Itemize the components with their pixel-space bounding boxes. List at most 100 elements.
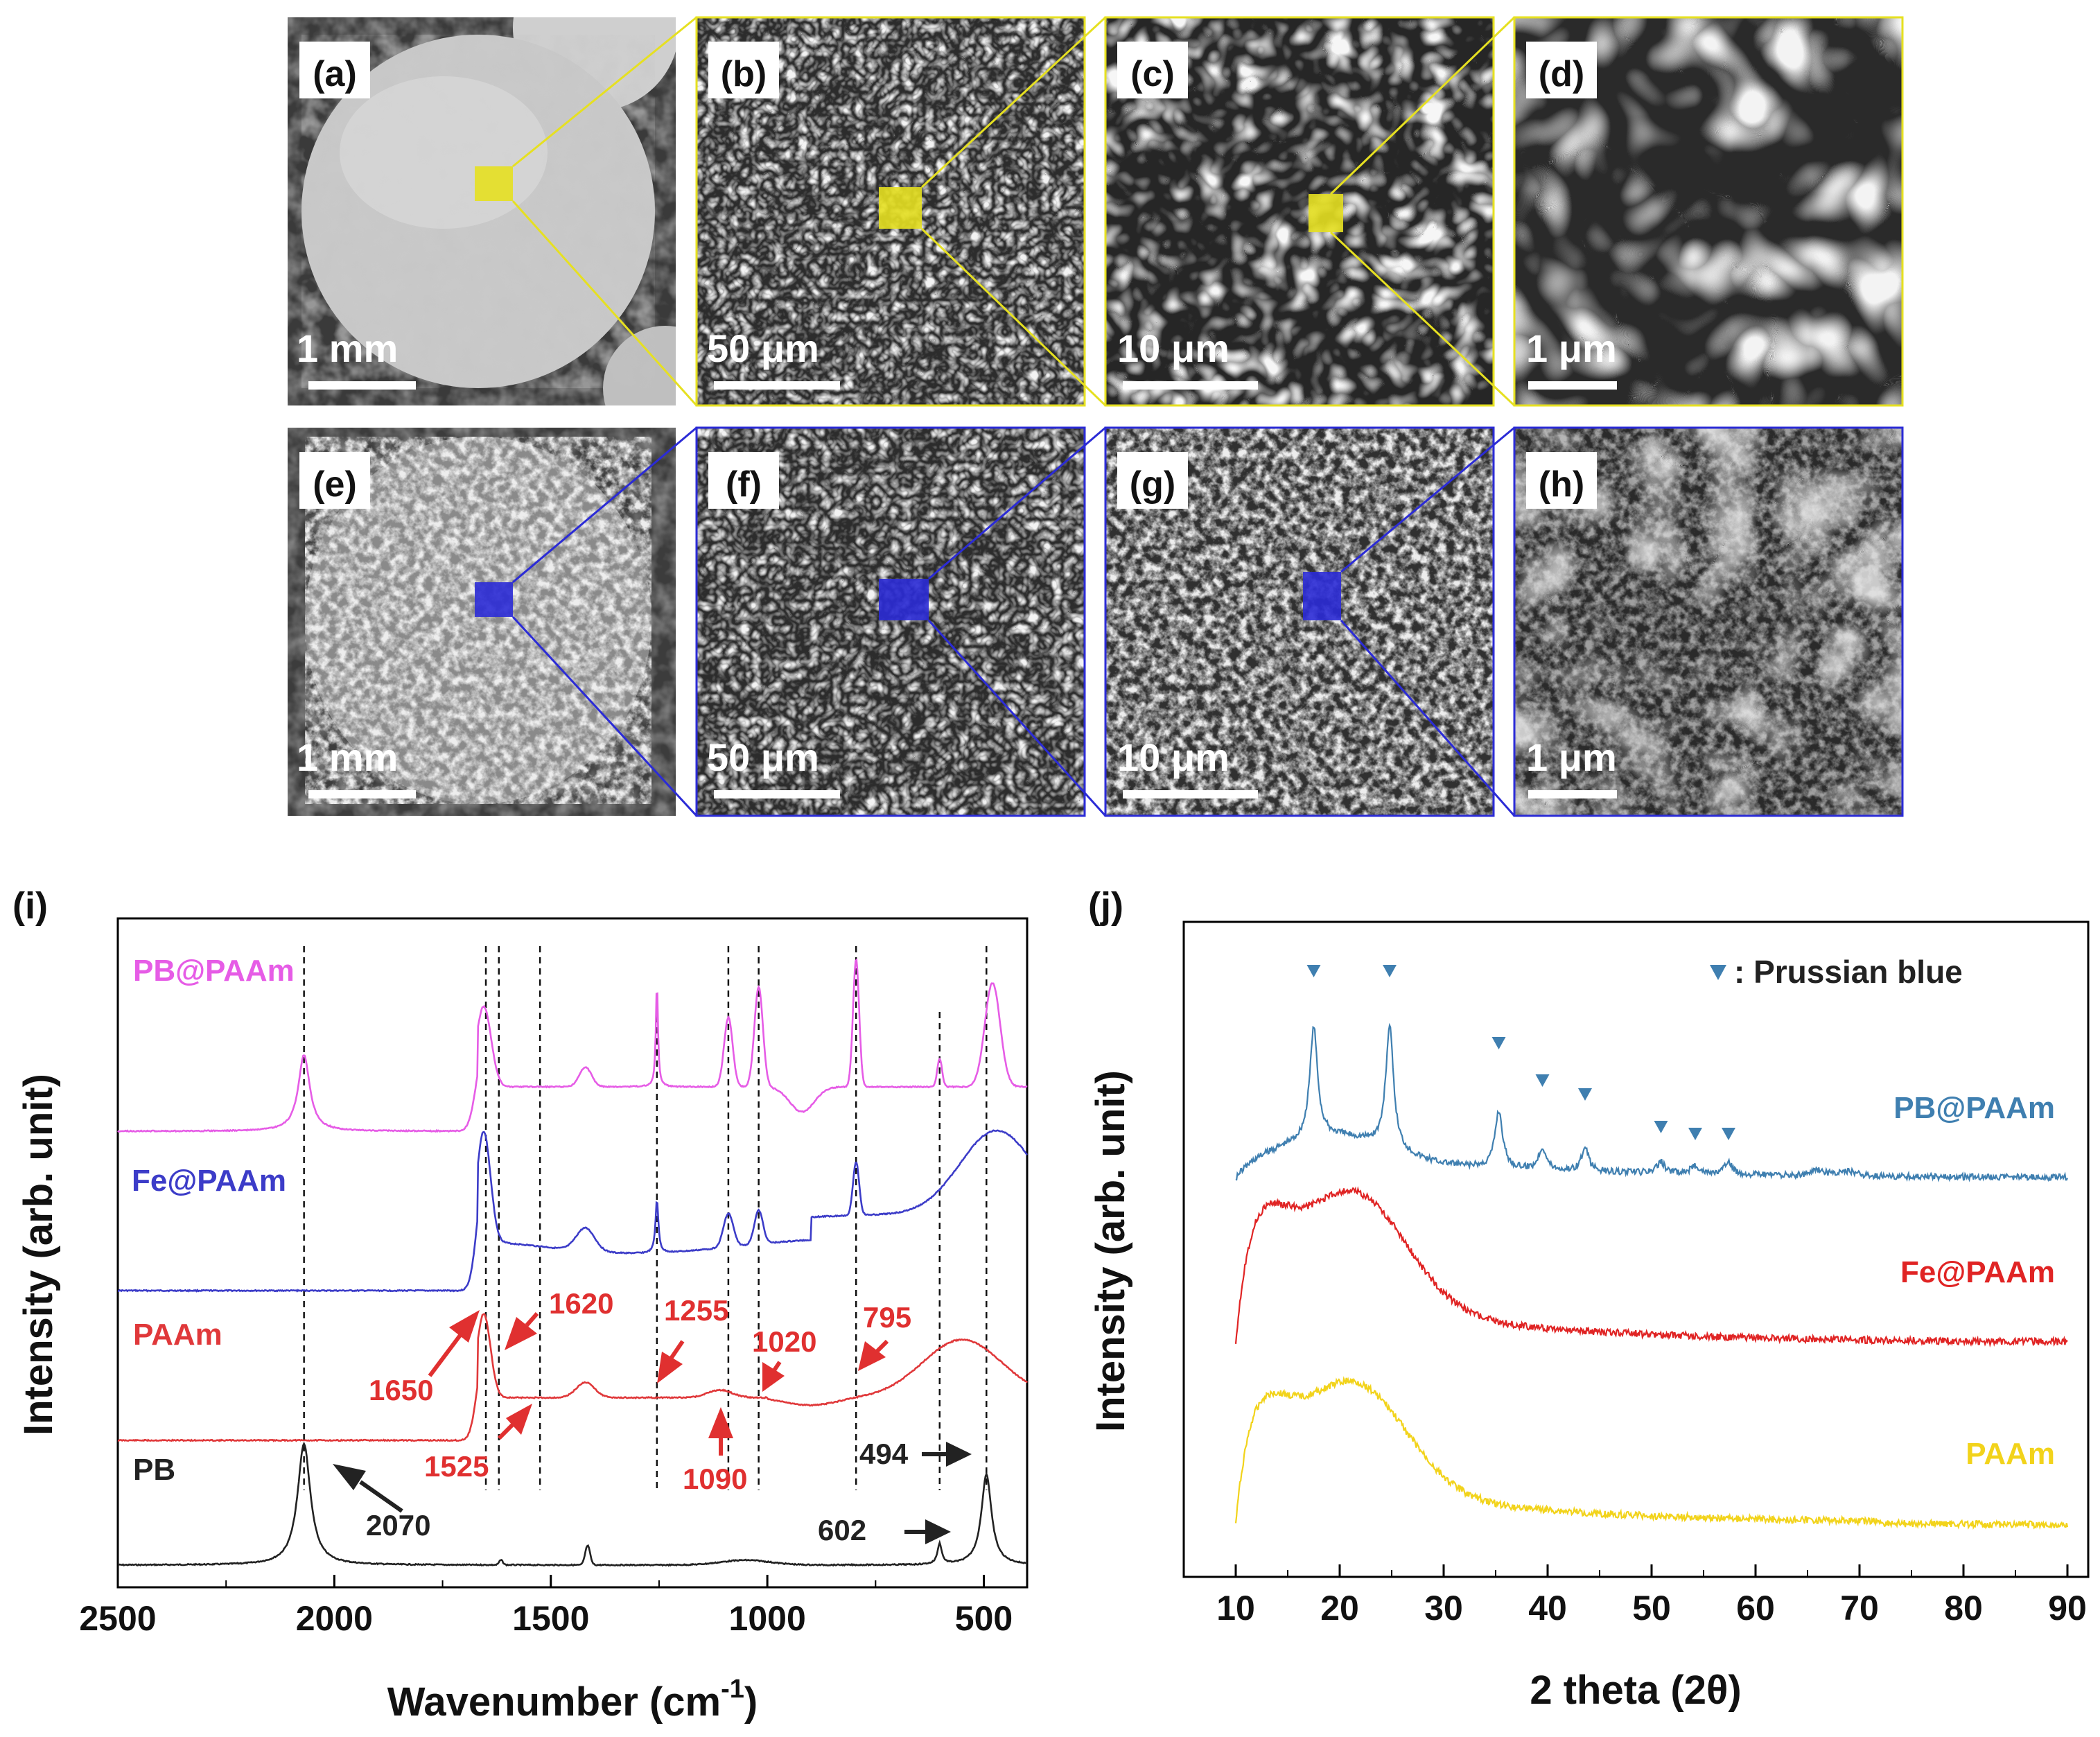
panel-b-annot: (b) 50 μm	[707, 42, 840, 390]
annot-1255: 1255	[657, 1294, 728, 1384]
chart-i-xlabel: Wavenumber (cm-1)	[387, 1675, 758, 1725]
chart-j-frame	[1182, 920, 2090, 1578]
panel-a-annot: (a) 1 mm	[297, 42, 416, 390]
scale-text-f: 50 μm	[707, 735, 819, 779]
annot-1255-text: 1255	[664, 1294, 728, 1327]
scale-text-h: 1 μm	[1526, 735, 1617, 779]
scale-text-d: 1 μm	[1526, 326, 1617, 370]
chart-i-series-label-paam: PAAm	[133, 1318, 222, 1352]
prussian-blue-peak-marker-icon	[1491, 1037, 1506, 1049]
prussian-blue-peak-marker-icon	[1535, 1074, 1550, 1087]
chart-i-series-label-pb-paam: PB@PAAm	[133, 954, 295, 988]
scale-bar-f	[714, 790, 840, 798]
annot-1650: 1650	[369, 1310, 480, 1406]
highlight-square-e	[475, 582, 513, 617]
chart-i-series-label-fe-paam: Fe@PAAm	[132, 1164, 286, 1198]
chart-i-line-paam	[117, 1313, 1029, 1442]
highlight-square-a	[475, 166, 513, 201]
zoom-connectors-fe	[511, 426, 1904, 817]
chart-j-xtick-label-60: 60	[1736, 1589, 1775, 1627]
panel-f-annot: (f) 50 μm	[707, 452, 840, 798]
chart-j-panel-label: (j)	[1088, 885, 1123, 927]
prussian-blue-peak-marker-icon	[1578, 1088, 1592, 1101]
scale-bar-e	[308, 790, 416, 798]
scale-bar-c	[1123, 381, 1258, 390]
panel-label-e: (e)	[313, 464, 357, 505]
scale-bar-b	[714, 381, 840, 390]
chart-j-line-paam	[1234, 1376, 2069, 1530]
chart-i: (i) 2500 2000 1500 1000 500 Intensity (arb. …	[12, 885, 1029, 1725]
annot-1020: 1020	[752, 1325, 816, 1392]
chart-i-x-axis: 2500 2000 1500 1000 500	[79, 1575, 1013, 1638]
annot-1620: 1620	[505, 1287, 613, 1350]
panel-c-annot: (c) 10 μm	[1117, 42, 1258, 390]
chart-j-series-label-pb-paam: PB@PAAm	[1893, 1091, 2055, 1125]
chart-i-xtick-label-2500: 2500	[79, 1599, 156, 1638]
annot-602: 602	[818, 1514, 951, 1546]
panel-label-h: (h)	[1539, 464, 1584, 505]
annot-795-text: 795	[863, 1301, 911, 1334]
chart-j-series-label-paam: PAAm	[1966, 1437, 2055, 1471]
chart-j-xtick-label-30: 30	[1424, 1589, 1463, 1627]
chart-j-peak-markers	[1306, 965, 1735, 1140]
annot-795: 795	[858, 1301, 911, 1371]
annot-1090: 1090	[683, 1407, 747, 1495]
annot-1620-text: 1620	[549, 1287, 613, 1320]
chart-j: (j) 10 20 30 40 50 60 70 80 90 Intensity (arb. u…	[1088, 885, 2090, 1713]
panel-g-annot: (g) 10 μm	[1117, 452, 1258, 798]
prussian-blue-peak-marker-icon	[1383, 965, 1397, 977]
chart-i-xtick-label-2000: 2000	[296, 1599, 373, 1638]
chart-j-xtick-label-10: 10	[1216, 1589, 1255, 1627]
chart-i-line-pb	[117, 1441, 1028, 1567]
chart-j-legend-text: : Prussian blue	[1734, 954, 1963, 990]
chart-j-xtick-label-80: 80	[1944, 1589, 1983, 1627]
zoom-boxes-fe	[475, 572, 1341, 620]
highlight-square-c	[1309, 194, 1343, 232]
chart-j-xtick-label-70: 70	[1840, 1589, 1879, 1627]
panel-d-annot: (d) 1 μm	[1526, 42, 1617, 390]
chart-i-dashed-lines	[303, 946, 988, 1490]
panel-e-annot: (e) 1 mm	[297, 452, 416, 798]
prussian-blue-peak-marker-icon	[1306, 965, 1321, 977]
panel-label-b: (b)	[721, 54, 767, 94]
annot-1525: 1525	[424, 1404, 532, 1483]
chart-j-x-axis: 10 20 30 40 50 60 70 80 90	[1216, 1564, 2087, 1627]
chart-i-series-label-pb: PB	[133, 1453, 175, 1487]
scale-text-b: 50 μm	[707, 326, 819, 370]
prussian-blue-peak-marker-icon	[1688, 1128, 1702, 1140]
sem-row-fe	[288, 428, 1902, 816]
highlight-square-g	[1303, 572, 1341, 620]
chart-j-legend: : Prussian blue	[1710, 954, 1963, 990]
chart-j-series	[1234, 1022, 2069, 1530]
annot-1525-text: 1525	[424, 1450, 489, 1483]
chart-i-frame	[116, 917, 1029, 1589]
scale-text-g: 10 μm	[1117, 735, 1230, 779]
chart-j-line-pb-paam	[1235, 1022, 2068, 1182]
panel-label-a: (a)	[313, 54, 357, 94]
prussian-blue-peak-marker-icon	[1654, 1121, 1668, 1133]
annot-1090-text: 1090	[683, 1463, 747, 1495]
annot-1020-text: 1020	[752, 1325, 816, 1358]
chart-i-annotations: 1650 1620 1525 1255 1090	[333, 1287, 972, 1546]
highlight-square-f	[879, 579, 929, 620]
highlight-square-b	[879, 187, 922, 229]
chart-j-xtick-label-90: 90	[2048, 1589, 2087, 1627]
zoom-connectors-pb	[511, 16, 1904, 407]
chart-i-line-fe-paam	[117, 1129, 1029, 1293]
scale-bar-d	[1528, 381, 1617, 390]
chart-j-xtick-label-40: 40	[1528, 1589, 1567, 1627]
chart-i-panel-label: (i)	[12, 885, 48, 927]
annot-1650-text: 1650	[369, 1374, 433, 1406]
scale-text-c: 10 μm	[1117, 326, 1230, 370]
annot-602-text: 602	[818, 1514, 866, 1546]
chart-i-series	[117, 958, 1029, 1567]
scale-text-a: 1 mm	[297, 326, 398, 370]
chart-i-ylabel: Intensity (arb. unit)	[16, 1074, 61, 1435]
chart-j-line-fe-paam	[1234, 1186, 2068, 1348]
annot-494-text: 494	[859, 1438, 909, 1470]
panel-label-g: (g)	[1130, 464, 1175, 505]
chart-j-xlabel: 2 theta (2θ)	[1530, 1668, 1741, 1713]
panel-label-d: (d)	[1539, 54, 1584, 94]
scale-text-e: 1 mm	[297, 735, 398, 779]
